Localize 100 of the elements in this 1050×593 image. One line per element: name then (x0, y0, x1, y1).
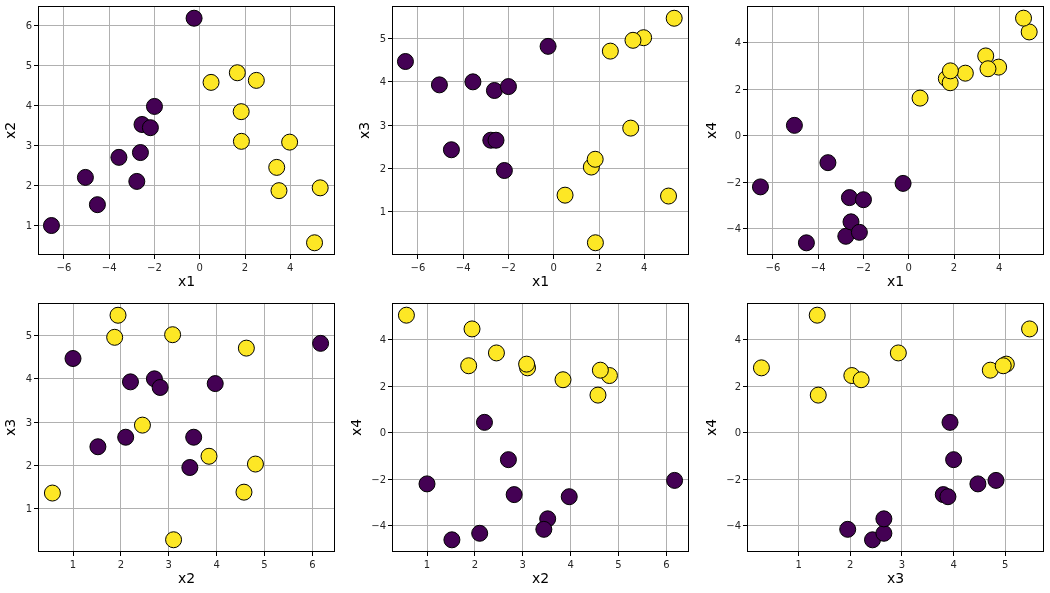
x-tick-label: 5 (261, 559, 268, 570)
x-tick-label: 5 (1002, 559, 1009, 570)
x-tick-label: −4 (455, 262, 471, 273)
point (554, 371, 572, 389)
point (1021, 320, 1039, 338)
y-tick-label: 4 (25, 99, 32, 111)
y-tick-label: 5 (379, 33, 386, 45)
y-tick-label: 1 (25, 220, 32, 232)
point (185, 428, 203, 446)
y-tick-label: −2 (726, 473, 741, 485)
point (981, 361, 999, 379)
point (232, 103, 250, 121)
y-tick-label: 4 (379, 333, 386, 345)
point (64, 350, 82, 367)
point (487, 344, 505, 362)
point (88, 196, 106, 214)
y-tick-label: 3 (25, 416, 32, 428)
x-tick-label: 2 (471, 559, 479, 570)
point (42, 217, 60, 235)
point (200, 447, 218, 465)
point (475, 413, 493, 431)
point (556, 186, 574, 204)
point (43, 484, 61, 502)
y-tick-label: 2 (379, 162, 386, 174)
x-tick-label: −2 (856, 262, 871, 273)
point (397, 306, 415, 324)
point (854, 191, 872, 209)
point (165, 531, 183, 549)
point (819, 154, 837, 172)
point (131, 144, 149, 162)
point (306, 234, 324, 252)
x-tick-label: −6 (56, 262, 72, 273)
point (956, 64, 974, 82)
point (463, 320, 481, 338)
point (76, 168, 94, 186)
point (133, 416, 151, 434)
y-tick-label: 4 (734, 36, 741, 48)
y-tick-label: 4 (379, 76, 386, 88)
point (109, 306, 127, 324)
point (281, 133, 299, 151)
x-tick-label: 2 (117, 559, 125, 570)
x-tick-label: 4 (950, 559, 957, 570)
point (128, 172, 146, 190)
point (442, 141, 460, 159)
point (591, 361, 609, 379)
point (785, 116, 803, 134)
x-tick-label: −4 (101, 262, 117, 273)
point (751, 178, 769, 196)
point (443, 531, 461, 549)
x-tick-label: 4 (287, 262, 294, 273)
point (268, 158, 286, 176)
y-axis-title: x3 (2, 418, 19, 437)
y-tick-label: 2 (25, 459, 32, 471)
x-tick-label: 3 (165, 559, 172, 570)
x-tick-label: −6 (765, 262, 781, 273)
point (471, 524, 489, 542)
y-tick-label: 2 (379, 380, 386, 392)
point (665, 9, 683, 27)
y-tick-label: 1 (379, 206, 386, 218)
point (121, 373, 139, 391)
point (945, 451, 963, 469)
point (311, 179, 329, 197)
point (560, 488, 578, 506)
x-tick-label: 4 (567, 559, 574, 570)
y-tick-label: −4 (371, 520, 386, 532)
point (840, 189, 858, 207)
y-tick-label: 1 (25, 503, 32, 515)
x-axis-title: x3 (886, 570, 905, 587)
point (979, 60, 997, 78)
point (666, 471, 684, 489)
point (117, 428, 135, 446)
y-tick-label: 0 (734, 130, 741, 142)
point (202, 73, 220, 91)
point (499, 78, 517, 96)
point (464, 73, 482, 91)
x-tick-label: 2 (847, 559, 854, 570)
x-axis-title: x2 (177, 570, 196, 587)
point (752, 359, 770, 377)
x-tick-label: 6 (663, 559, 670, 570)
point (839, 520, 857, 538)
point (589, 386, 607, 404)
y-tick-label: 2 (734, 83, 741, 95)
y-tick-label: 3 (25, 139, 32, 151)
point (797, 234, 815, 252)
point (875, 524, 893, 542)
point (535, 520, 553, 538)
x-axis-title: x2 (531, 570, 550, 587)
y-tick-label: −4 (726, 520, 741, 532)
point (141, 119, 159, 137)
x-tick-label: 6 (309, 559, 316, 570)
point (875, 510, 893, 528)
point (941, 413, 959, 431)
x-tick-label: 1 (795, 559, 802, 570)
y-axis-title: x2 (2, 121, 19, 140)
point (232, 132, 250, 150)
x-tick-label: 2 (595, 262, 603, 273)
point (235, 483, 253, 501)
y-tick-label: −2 (726, 176, 741, 188)
x-tick-label: 2 (950, 262, 958, 273)
point (1020, 23, 1038, 41)
